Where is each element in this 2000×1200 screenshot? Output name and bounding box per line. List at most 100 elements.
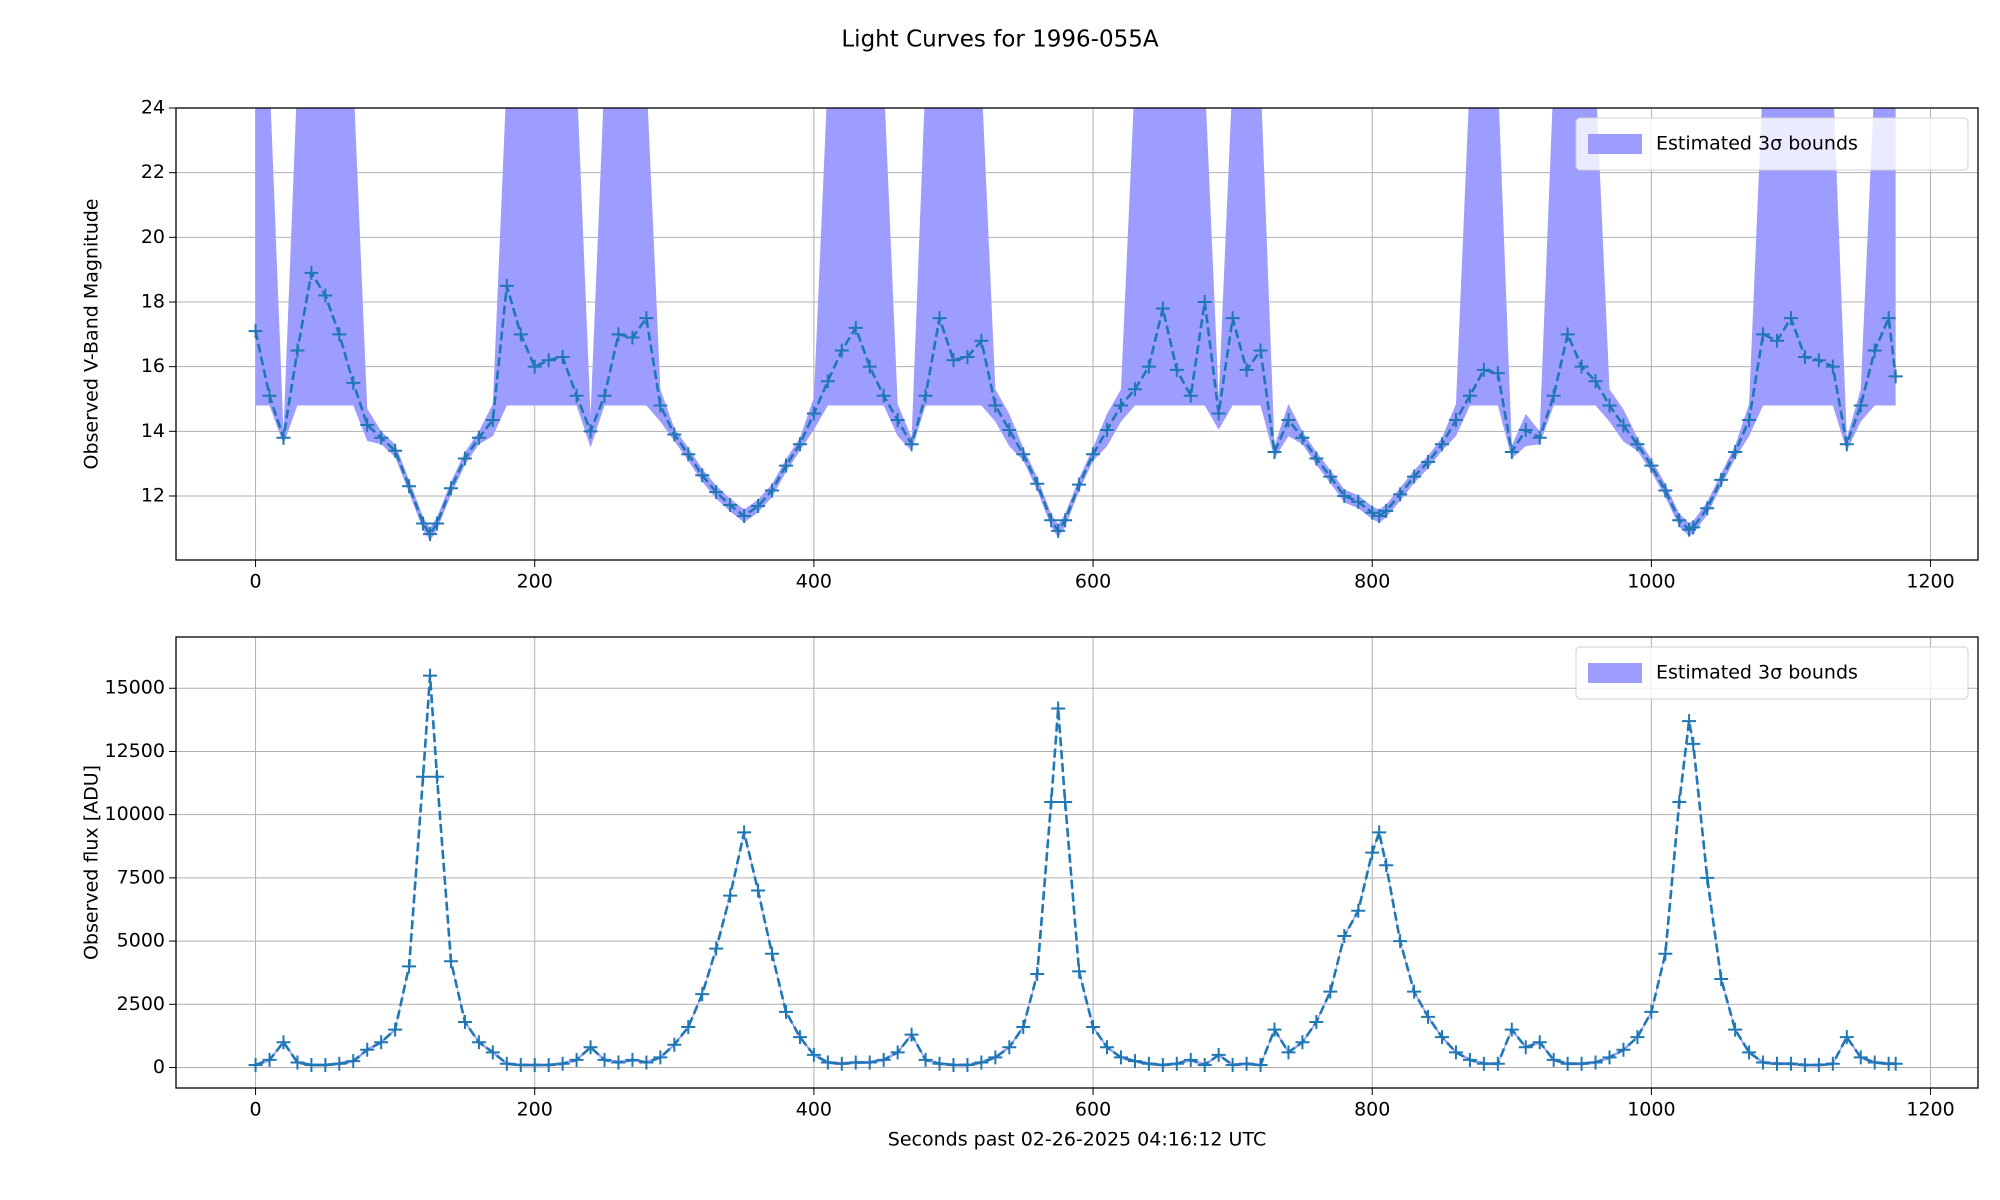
marker xyxy=(932,311,947,326)
marker xyxy=(1267,445,1282,460)
marker xyxy=(583,1040,598,1055)
marker xyxy=(695,987,710,1002)
marker xyxy=(276,430,291,445)
marker xyxy=(1351,494,1366,509)
marker xyxy=(471,430,486,445)
marker xyxy=(1295,1035,1310,1050)
marker xyxy=(423,527,438,542)
y-tick-label: 24 xyxy=(141,97,165,119)
marker xyxy=(1225,311,1240,326)
marker xyxy=(416,516,431,531)
marker xyxy=(960,1057,975,1072)
marker xyxy=(569,388,584,403)
marker xyxy=(1686,736,1701,751)
marker xyxy=(1337,488,1352,503)
marker xyxy=(1756,327,1771,342)
plot-area xyxy=(248,108,1903,542)
marker xyxy=(360,417,375,432)
x-tick-label: 400 xyxy=(796,571,832,593)
legend-box xyxy=(1575,646,1969,700)
marker xyxy=(1686,520,1701,535)
marker xyxy=(751,883,766,898)
marker xyxy=(1560,1056,1575,1071)
marker xyxy=(1728,445,1743,460)
marker xyxy=(1155,1057,1170,1072)
marker xyxy=(639,311,654,326)
marker xyxy=(639,1055,654,1070)
marker xyxy=(862,1055,877,1070)
marker xyxy=(1490,366,1505,381)
marker xyxy=(430,516,445,531)
marker xyxy=(1253,1057,1268,1072)
marker xyxy=(806,406,821,421)
x-tick-label: 0 xyxy=(250,1099,262,1121)
y-tick-label: 5000 xyxy=(117,930,165,952)
marker xyxy=(960,349,975,364)
marker xyxy=(1197,1057,1212,1072)
marker xyxy=(1323,469,1338,484)
marker xyxy=(304,1057,319,1072)
marker xyxy=(946,353,961,368)
y-tick-label: 20 xyxy=(141,226,165,248)
marker xyxy=(1672,795,1687,810)
marker xyxy=(1421,455,1436,470)
x-tick-label: 200 xyxy=(517,1099,553,1121)
marker xyxy=(1476,1056,1491,1071)
y-axis-label: Observed flux [ADU] xyxy=(81,765,103,960)
marker xyxy=(1051,523,1066,538)
marker xyxy=(1602,398,1617,413)
marker xyxy=(1476,362,1491,377)
marker xyxy=(667,1037,682,1052)
marker xyxy=(1797,1057,1812,1072)
marker xyxy=(1072,477,1087,492)
marker xyxy=(304,265,319,280)
marker xyxy=(1141,359,1156,374)
marker xyxy=(918,1052,933,1067)
marker xyxy=(1783,1056,1798,1071)
marker xyxy=(1811,1057,1826,1072)
marker xyxy=(1630,1030,1645,1045)
marker xyxy=(262,1052,277,1067)
marker xyxy=(1797,349,1812,364)
marker xyxy=(1770,333,1784,348)
marker xyxy=(1658,483,1673,498)
marker xyxy=(1853,1050,1868,1065)
marker xyxy=(388,1022,403,1037)
x-axis-label: Seconds past 02-26-2025 04:16:12 UTC xyxy=(888,1129,1266,1151)
marker xyxy=(527,1057,542,1072)
marker xyxy=(1518,1040,1533,1055)
marker xyxy=(1714,472,1729,487)
marker xyxy=(471,1035,486,1050)
marker xyxy=(457,1014,472,1029)
marker xyxy=(611,1055,626,1070)
marker xyxy=(1811,353,1826,368)
marker xyxy=(374,430,389,445)
marker xyxy=(1714,972,1729,987)
marker xyxy=(890,1045,905,1060)
marker xyxy=(1113,398,1128,413)
legend: Estimated 3σ bounds xyxy=(1575,646,1969,700)
marker xyxy=(751,499,766,514)
marker xyxy=(625,330,640,345)
marker xyxy=(1448,1045,1463,1060)
marker xyxy=(1323,984,1338,999)
marker xyxy=(974,1055,989,1070)
marker xyxy=(1030,476,1045,491)
y-tick-label: 12 xyxy=(141,484,165,506)
marker xyxy=(402,479,417,494)
marker xyxy=(1211,1047,1226,1062)
marker xyxy=(485,413,500,428)
marker xyxy=(541,1057,556,1072)
marker xyxy=(1546,1052,1561,1067)
marker xyxy=(1141,1056,1156,1071)
marker xyxy=(555,1056,570,1071)
marker xyxy=(597,388,612,403)
x-tick-label: 200 xyxy=(517,571,553,593)
marker xyxy=(346,375,361,390)
marker xyxy=(1169,362,1184,377)
marker xyxy=(1365,505,1380,520)
y-tick-label: 15000 xyxy=(105,677,165,699)
legend-label: Estimated 3σ bounds xyxy=(1656,662,1858,684)
marker xyxy=(1588,1055,1603,1070)
y-tick-label: 2500 xyxy=(117,993,165,1015)
